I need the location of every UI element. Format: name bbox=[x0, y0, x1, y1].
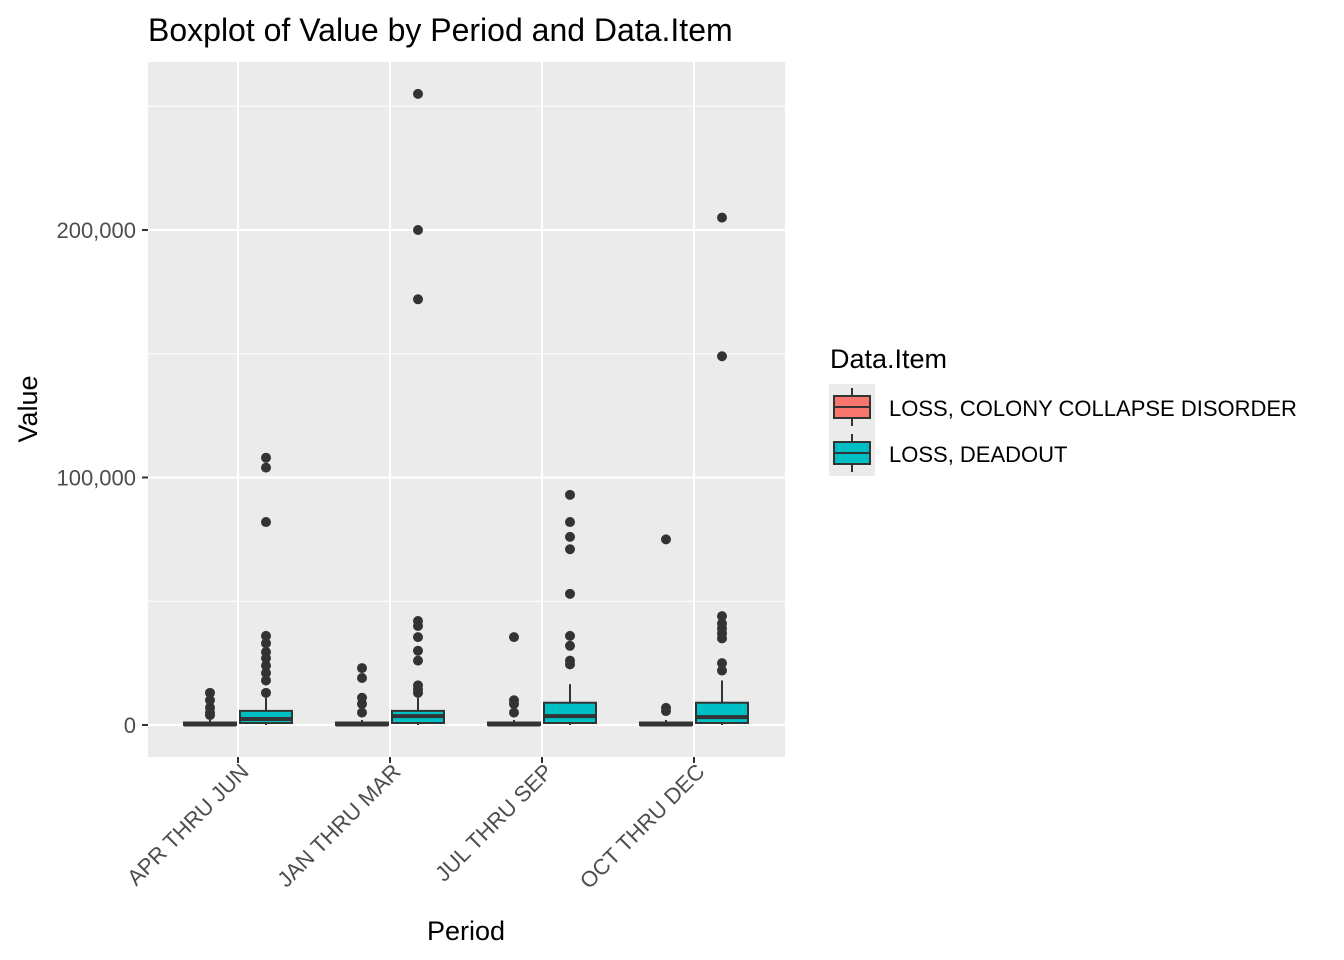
outlier-point bbox=[413, 655, 423, 666]
outlier-point bbox=[413, 632, 423, 643]
legend-label: LOSS, DEADOUT bbox=[889, 442, 1067, 467]
outlier-point bbox=[261, 668, 271, 679]
outlier-point bbox=[565, 640, 575, 651]
outlier-point bbox=[565, 588, 575, 599]
box-0-2 bbox=[487, 632, 541, 727]
outlier-point bbox=[357, 672, 367, 683]
outlier-point bbox=[717, 212, 727, 223]
outlier-point bbox=[205, 695, 215, 706]
legend-label: LOSS, COLONY COLLAPSE DISORDER bbox=[889, 396, 1297, 421]
x-tick-label: JAN THRU MAR bbox=[272, 759, 405, 892]
y-axis-label: Value bbox=[13, 375, 43, 442]
boxes bbox=[183, 88, 749, 727]
outlier-point bbox=[717, 658, 727, 669]
box-1-0 bbox=[239, 452, 293, 725]
x-tick-label: APR THRU JUN bbox=[122, 759, 253, 890]
outlier-point bbox=[565, 489, 575, 500]
box-1-3 bbox=[695, 212, 749, 725]
outlier-point bbox=[357, 707, 367, 718]
outlier-point bbox=[565, 655, 575, 666]
x-axis-label: Period bbox=[427, 916, 505, 946]
plot-panel bbox=[148, 62, 785, 757]
outlier-point bbox=[205, 687, 215, 698]
y-tick-label: 100,000 bbox=[56, 466, 136, 491]
box-0-3 bbox=[639, 534, 693, 727]
outlier-point bbox=[717, 618, 727, 629]
outlier-point bbox=[565, 544, 575, 555]
y-tick-label: 200,000 bbox=[56, 218, 136, 243]
outlier-point bbox=[413, 616, 423, 627]
outlier-point bbox=[413, 294, 423, 305]
x-tick-label: OCT THRU DEC bbox=[575, 759, 710, 894]
box-0-1 bbox=[335, 663, 389, 727]
box-iqr bbox=[239, 709, 293, 725]
box-iqr bbox=[695, 701, 749, 725]
outlier-point bbox=[509, 707, 519, 718]
x-tick-label: JUL THRU SEP bbox=[430, 759, 557, 886]
legend-title: Data.Item bbox=[830, 344, 947, 374]
box-iqr bbox=[543, 701, 597, 725]
outlier-point bbox=[413, 225, 423, 235]
outlier-point bbox=[509, 695, 519, 706]
outlier-point bbox=[261, 638, 271, 649]
outlier-point bbox=[661, 702, 671, 713]
outlier-point bbox=[261, 660, 271, 671]
legend: Data.Item LOSS, COLONY COLLAPSE DISORDER… bbox=[829, 344, 1297, 476]
chart-title: Boxplot of Value by Period and Data.Item bbox=[148, 12, 733, 48]
gridlines bbox=[148, 62, 785, 757]
box-1-2 bbox=[543, 489, 597, 725]
outlier-point bbox=[661, 534, 671, 545]
outlier-point bbox=[413, 88, 423, 99]
box-1-1 bbox=[391, 88, 445, 725]
outlier-point bbox=[205, 702, 215, 713]
outlier-point bbox=[261, 675, 271, 686]
outlier-point bbox=[261, 646, 271, 657]
outlier-point bbox=[261, 687, 271, 698]
outlier-point bbox=[413, 645, 423, 656]
outlier-point bbox=[717, 665, 727, 676]
outlier-point bbox=[565, 517, 575, 528]
outlier-point bbox=[717, 611, 727, 622]
outlier-point bbox=[565, 531, 575, 542]
outlier-point bbox=[261, 452, 271, 463]
outlier-point bbox=[717, 351, 727, 362]
outlier-point bbox=[357, 663, 367, 674]
outlier-point bbox=[413, 680, 423, 691]
outlier-point bbox=[357, 692, 367, 703]
y-tick-label: 0 bbox=[124, 713, 136, 738]
outlier-point bbox=[261, 462, 271, 473]
outlier-point bbox=[565, 630, 575, 641]
box-0-0 bbox=[183, 687, 237, 727]
outlier-point bbox=[261, 517, 271, 528]
outlier-point bbox=[261, 630, 271, 641]
outlier-point bbox=[509, 632, 519, 643]
